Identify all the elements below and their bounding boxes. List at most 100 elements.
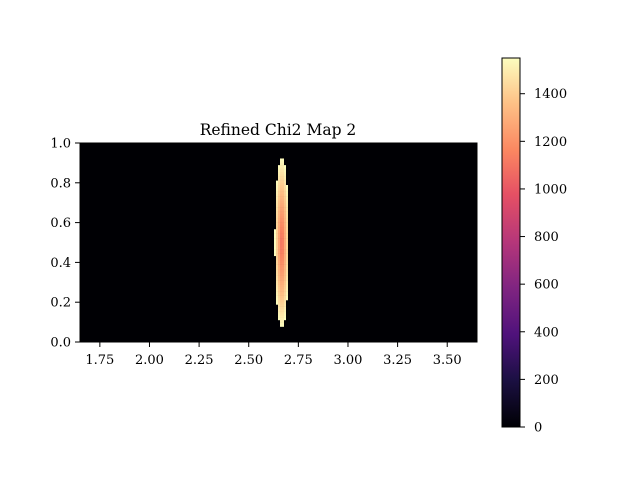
heatmap-cell [282,273,284,276]
heatmap-cell [280,322,282,325]
heatmap-cell [274,242,276,246]
heatmap-cell [278,271,280,274]
y-tick-label: 0.0 [50,336,71,351]
heatmap-cell [286,284,288,288]
heatmap-cell [280,235,282,239]
heatmap-cell [278,249,280,252]
heatmap-cell [276,196,278,199]
heatmap-cell [280,308,282,312]
heatmap-cell [286,266,288,270]
heatmap-cell [280,229,282,232]
heatmap-cell [278,255,280,259]
heatmap-cell [284,297,286,301]
heatmap-cell [276,271,278,274]
heatmap-cell [286,260,288,263]
heatmap-cell [280,306,282,310]
x-tick-label: 2.25 [185,353,214,368]
heatmap-cell [284,224,286,228]
heatmap-cell [278,235,280,239]
heatmap-cell [286,213,288,217]
heatmap-cell [278,253,280,257]
heatmap-cell [284,180,286,184]
y-tick-label: 0.2 [50,296,71,311]
heatmap-cell [278,288,280,292]
heatmap-cell [278,244,280,248]
heatmap-cell [276,240,278,243]
heatmap-cell [280,244,282,248]
heatmap-cell [280,224,282,228]
heatmap-cell [284,202,286,206]
heatmap-cell [276,229,278,232]
heatmap-cell [276,286,278,290]
y-tick-label: 0.6 [50,216,71,231]
heatmap-cell [276,200,278,203]
heatmap-cell [280,196,282,199]
heatmap-cell [280,255,282,259]
heatmap-cell [282,280,284,283]
heatmap-cell [276,246,278,250]
heatmap-cell [280,211,282,215]
heatmap-cell [280,269,282,272]
heatmap-cell [282,209,284,212]
heatmap-cell [278,182,280,186]
heatmap-cell [282,297,284,301]
x-tick-label: 2.50 [234,353,263,368]
heatmap-cell [286,253,288,257]
heatmap-cell [284,187,286,190]
heatmap-cell [284,240,286,243]
heatmap-cell [286,240,288,243]
heatmap-cell [278,215,280,219]
heatmap-cell [278,260,280,263]
heatmap-cell [280,182,282,186]
heatmap-cell [276,264,278,268]
heatmap-cell [282,240,284,243]
heatmap-cell [280,185,282,188]
heatmap-cell [278,315,280,318]
heatmap-cell [280,209,282,212]
heatmap-cell [280,311,282,314]
heatmap-cell [280,317,282,321]
heatmap-cell [276,277,278,281]
heatmap-cell [284,218,286,221]
heatmap-cell [278,165,280,168]
heatmap-cell [284,165,286,168]
heatmap-cell [278,246,280,250]
heatmap-cell [280,295,282,299]
heatmap-cell [278,229,280,232]
heatmap-cell [284,189,286,192]
heatmap-cell [282,264,284,268]
heatmap-cell [286,202,288,206]
heatmap-cell [284,255,286,259]
heatmap-cell [276,282,278,285]
heatmap-cell [282,313,284,316]
heatmap-cell [280,324,282,327]
heatmap-cell [286,280,288,283]
heatmap-cell [278,306,280,310]
heatmap-cell [280,313,282,316]
heatmap-cell [278,176,280,179]
heatmap-cell [282,220,284,223]
heatmap-cell [282,317,284,321]
heatmap-cell [278,240,280,243]
heatmap-cell [278,193,280,197]
heatmap-cell [284,286,286,290]
heatmap-cell [278,282,280,285]
heatmap-cell [276,227,278,230]
heatmap-cell [278,273,280,276]
heatmap-cell [276,193,278,197]
heatmap-cell [278,180,280,184]
heatmap-cell [276,269,278,272]
colorbar-tick-label: 0 [534,421,542,436]
heatmap-cell [282,198,284,201]
heatmap-cell [282,235,284,239]
heatmap-cell [284,171,286,175]
heatmap-cell [286,286,288,290]
heatmap-cell [276,207,278,210]
heatmap-cell [282,277,284,281]
heatmap-cell [276,204,278,208]
heatmap-cell [282,271,284,274]
heatmap-cell [286,215,288,219]
colorbar-tick-label: 1200 [534,135,567,150]
heatmap-cell [278,269,280,272]
